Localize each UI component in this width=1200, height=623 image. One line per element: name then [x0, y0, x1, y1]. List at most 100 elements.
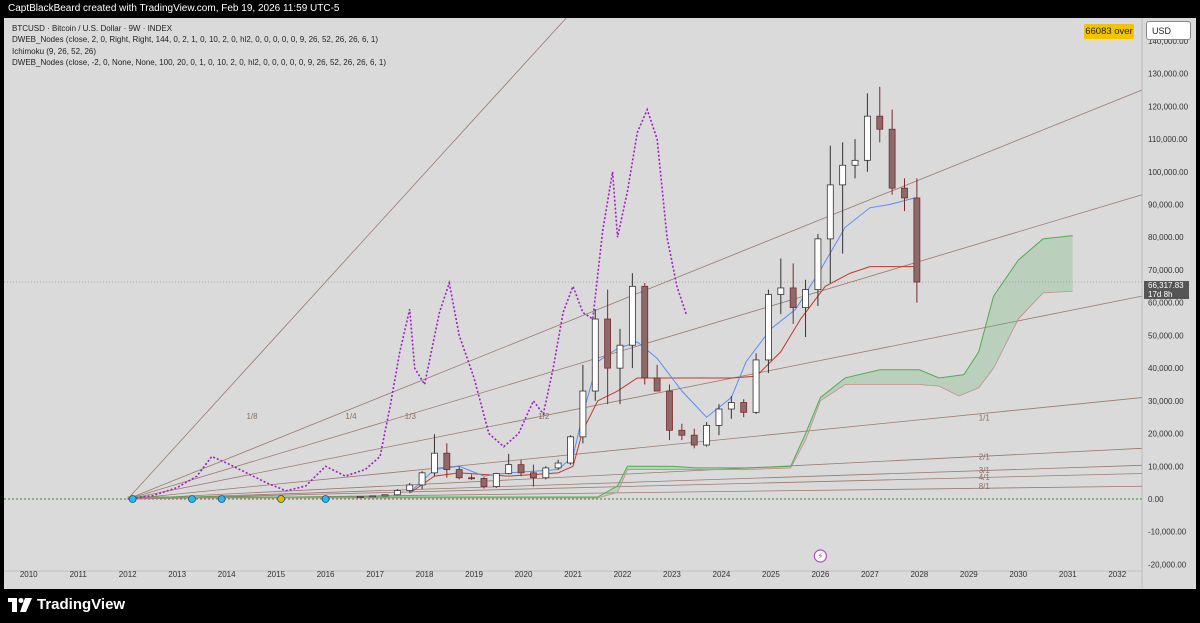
candle [888, 109, 896, 195]
time-tick-label: 2026 [811, 570, 829, 579]
event-marker [277, 495, 285, 503]
ichimoku-cloud [127, 235, 1073, 499]
time-tick-label: 2031 [1059, 570, 1077, 579]
time-tick-label: 2028 [910, 570, 928, 579]
candle [851, 139, 859, 179]
dotted-overlay [127, 107, 688, 500]
price-tick-label: 130,000.00 [1148, 70, 1189, 79]
candle-body [616, 344, 624, 369]
candle-body [740, 402, 748, 413]
candle-body [517, 464, 525, 474]
price-axis-background [1142, 18, 1196, 589]
candle [666, 384, 673, 441]
candle-body [443, 452, 451, 470]
candle-body [666, 390, 673, 431]
candle [863, 93, 871, 172]
candle [826, 145, 834, 284]
candle [406, 482, 414, 493]
fan-line [127, 447, 1143, 500]
fan-label: 2/1 [979, 453, 991, 462]
fan-label: 1/3 [405, 412, 417, 421]
time-tick-label: 2025 [762, 570, 780, 579]
candle-body [802, 289, 809, 308]
candle [690, 428, 698, 449]
footer-bar [0, 589, 1200, 623]
candle [468, 474, 475, 481]
time-tick-label: 2029 [960, 570, 978, 579]
candle-body [727, 402, 735, 410]
chart-canvas[interactable]: 1/8 1/4 1/3 1/2 1/1 2/1 3/14/18/1 ⚡ -20,000.00… [4, 18, 1196, 589]
candle [418, 471, 426, 490]
fan-line [127, 295, 1143, 500]
candle [455, 466, 463, 480]
candle [517, 459, 525, 477]
candle [678, 423, 686, 441]
candle [740, 399, 748, 418]
candle [530, 464, 537, 487]
time-tick-label: 2017 [366, 570, 384, 579]
candle-body [777, 287, 785, 295]
candle-body [591, 318, 599, 392]
tradingview-logo[interactable]: TradingView [8, 596, 125, 613]
time-tick-label: 2021 [564, 570, 582, 579]
time-tick-label: 2019 [465, 570, 483, 579]
candle [505, 453, 513, 475]
price-tick-label: 80,000.00 [1148, 233, 1184, 242]
event-marker [128, 495, 137, 503]
candle [356, 496, 364, 498]
candle-body [579, 390, 587, 438]
price-tick-label: 30,000.00 [1148, 397, 1184, 406]
fan-line [127, 18, 567, 500]
candlesticks [356, 86, 921, 498]
last-price-label: 66,317.83 17d 8h [1144, 281, 1189, 299]
candle-body [690, 434, 698, 446]
plot-background [4, 18, 1196, 589]
candle [765, 289, 772, 374]
candle [369, 495, 377, 498]
candle [604, 289, 612, 405]
price-tick-label: 90,000.00 [1148, 201, 1184, 210]
candle-body [455, 469, 463, 479]
legend-symbol[interactable]: BTCUSD · Bitcoin / U.S. Dollar · 9W · IN… [12, 24, 173, 33]
candle [542, 466, 550, 480]
candle [431, 434, 438, 477]
fan-line [127, 194, 1143, 500]
time-tick-label: 2011 [70, 570, 88, 579]
candle-body [406, 484, 414, 491]
dotted-overlay-line [127, 107, 688, 500]
legend-indicator-1[interactable]: DWEB_Nodes (close, 2, 0, Right, Right, 1… [12, 35, 378, 45]
currency-button[interactable]: USD [1146, 21, 1191, 40]
candle-body [888, 128, 896, 189]
candle [381, 494, 389, 497]
last-price-value: 66,317.83 [1148, 281, 1184, 290]
countdown-value: 17d 8h [1148, 290, 1173, 299]
candle [480, 477, 488, 489]
price-axis[interactable]: -20,000.00 -10,000.00 0.00 10,000.00 20,000.… [1141, 18, 1196, 589]
fan-label: 1/2 [538, 412, 550, 421]
legend-indicator-3[interactable]: DWEB_Nodes (close, -2, 0, None, None, 10… [12, 57, 386, 67]
fan-label: 4/1 [979, 473, 991, 482]
candle-body [876, 115, 884, 130]
event-marker [217, 495, 226, 503]
candle-body [542, 467, 550, 479]
candle [913, 178, 921, 303]
price-tick-label: -20,000.00 [1148, 560, 1187, 569]
candle-body [901, 187, 908, 199]
time-axis[interactable]: 2010 2011 2012 2013 2014 2015 2016 2017 2018 2019… [4, 570, 1142, 579]
price-tick-label: 120,000.00 [1148, 102, 1189, 111]
candle-body [851, 159, 859, 166]
tradingview-logo-icon [8, 597, 32, 612]
candle-body [418, 472, 426, 486]
candle-body [641, 285, 649, 379]
candle [554, 459, 562, 470]
price-tick-label: 40,000.00 [1148, 364, 1184, 373]
candle-body [381, 494, 389, 497]
time-tick-label: 2030 [1009, 570, 1027, 579]
candle [752, 353, 760, 414]
price-tick-label: 50,000.00 [1148, 331, 1184, 340]
legend-indicator-2[interactable]: Ichimoku (9, 26, 52, 26) [12, 46, 97, 56]
candle-body [431, 452, 438, 474]
candle-body [703, 424, 710, 446]
price-tick-label: 140,000.00 [1148, 37, 1189, 46]
candle [616, 328, 624, 405]
